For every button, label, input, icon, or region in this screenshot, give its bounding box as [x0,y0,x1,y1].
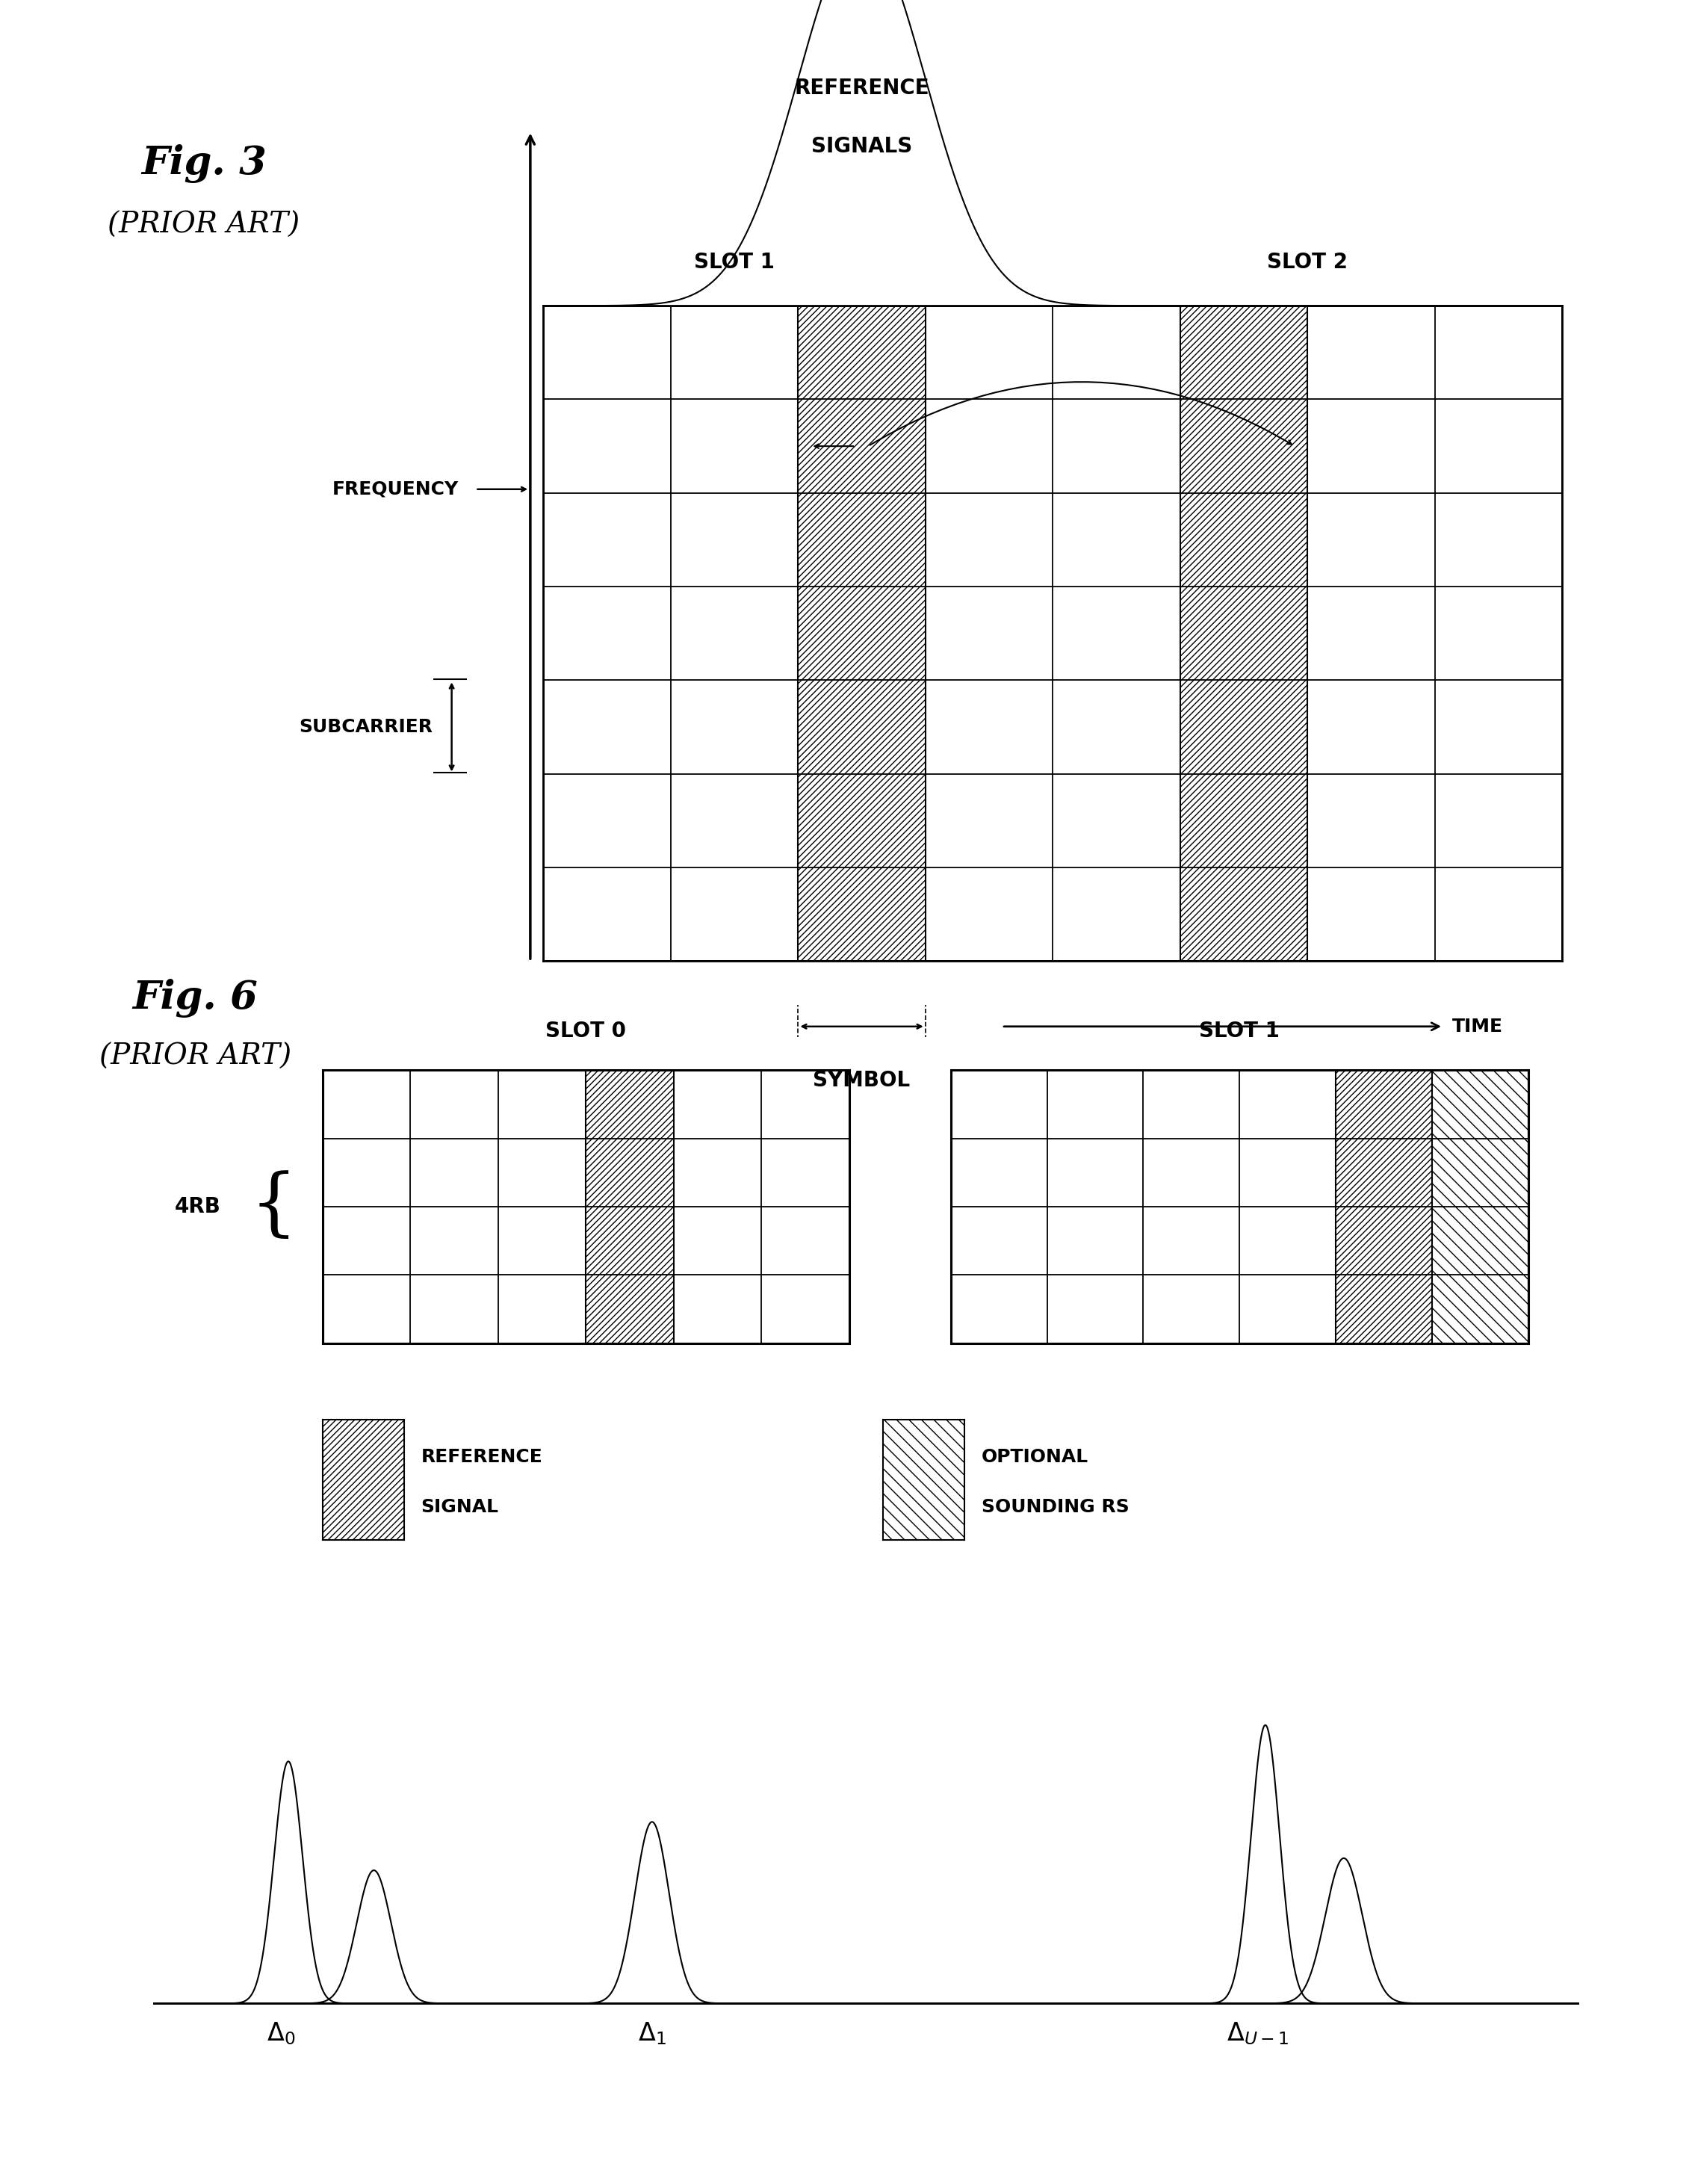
Text: (PRIOR ART): (PRIOR ART) [98,1044,292,1070]
Text: TIME: TIME [1452,1018,1503,1035]
Text: SYMBOL: SYMBOL [813,1070,910,1092]
Text: $\Delta_{U-1}$: $\Delta_{U-1}$ [1228,2020,1289,2046]
Text: SLOT 1: SLOT 1 [694,251,774,273]
Bar [1336,1070,1431,1343]
Text: $\Delta_1$: $\Delta_1$ [638,2020,666,2046]
Bar [1180,306,1307,961]
Text: SLOT 1: SLOT 1 [1199,1020,1280,1042]
Text: SLOT 2: SLOT 2 [1267,251,1348,273]
Text: Fig. 3: Fig. 3 [141,144,267,183]
FancyBboxPatch shape [70,1026,1628,2140]
Bar [1431,1070,1528,1343]
Text: (PRIOR ART): (PRIOR ART) [107,212,301,238]
Text: OPTIONAL: OPTIONAL [981,1448,1088,1465]
Text: 4RB: 4RB [175,1197,221,1216]
Text: SIGNALS: SIGNALS [812,135,912,157]
Text: SOUNDING RS: SOUNDING RS [981,1498,1129,1516]
Bar [798,306,925,961]
Text: REFERENCE: REFERENCE [795,76,929,98]
Text: SIGNAL: SIGNAL [421,1498,499,1516]
Text: FREQUENCY: FREQUENCY [333,480,458,498]
Text: {: { [250,1171,297,1243]
Text: $\Delta_0$: $\Delta_0$ [267,2020,295,2046]
Text: Fig. 6: Fig. 6 [132,978,258,1018]
Text: REFERENCE: REFERENCE [421,1448,543,1465]
Text: SUBCARRIER: SUBCARRIER [299,719,433,736]
Bar [586,1070,674,1343]
Text: SLOT 0: SLOT 0 [545,1020,627,1042]
